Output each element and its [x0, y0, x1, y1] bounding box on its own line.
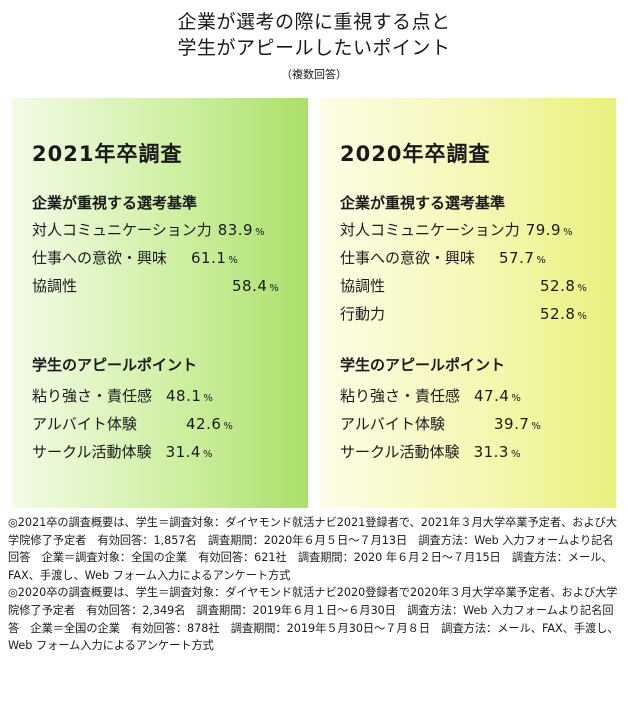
item-label: 粘り強さ・責任感	[340, 387, 461, 405]
percent-unit: %	[577, 311, 587, 322]
company-item: 仕事への意欲・興味 61.1%	[32, 248, 238, 271]
student-item: アルバイト体験 39.7%	[340, 414, 541, 437]
subtitle: （複数回答）	[281, 68, 347, 81]
student-appeal-heading: 学生のアピールポイント	[32, 356, 198, 374]
percent-unit: %	[223, 421, 233, 432]
percent-unit: %	[563, 227, 573, 238]
percent-unit: %	[228, 255, 238, 266]
percent-unit: %	[269, 283, 279, 294]
percent-unit: %	[203, 393, 213, 404]
item-value: 58.4	[232, 277, 268, 295]
item-value: 79.9	[525, 221, 562, 239]
item-label: サークル活動体験	[340, 443, 460, 461]
item-value: 83.9	[217, 221, 254, 239]
item-label: 協調性	[32, 277, 78, 295]
student-item: 粘り強さ・責任感 47.4%	[340, 386, 521, 409]
item-value: 52.8	[540, 305, 576, 323]
title-line-1: 企業が選考の際に重視する点と	[177, 11, 451, 33]
item-label: サークル活動体験	[32, 443, 152, 461]
item-value: 48.1	[166, 387, 202, 405]
panel-title: 2021年卒調査	[32, 142, 183, 166]
percent-unit: %	[511, 393, 521, 404]
title-line-2: 学生がアピールしたいポイント	[177, 37, 451, 59]
company-item: 協調性 58.4%	[32, 276, 279, 299]
item-label: アルバイト体験	[340, 415, 445, 433]
item-label: 仕事への意欲・興味	[32, 249, 168, 267]
item-value: 39.7	[494, 415, 530, 433]
company-item: 対人コミュニケーション力 83.9%	[32, 220, 265, 243]
company-criteria-heading: 企業が重視する選考基準	[32, 194, 198, 212]
note-2021: ◎2021卒の調査概要は、学生＝調査対象：ダイヤモンド就活ナビ2021登録者で、…	[8, 516, 618, 582]
panel-2021: 2021年卒調査 企業が重視する選考基準 対人コミュニケーション力 83.9% 仕…	[12, 98, 308, 508]
company-criteria-heading: 企業が重視する選考基準	[340, 194, 506, 212]
student-appeal-heading: 学生のアピールポイント	[340, 356, 506, 374]
percent-unit: %	[531, 421, 541, 432]
item-label: 行動力	[340, 305, 386, 323]
percent-unit: %	[255, 227, 265, 238]
panel-title: 2020年卒調査	[340, 142, 491, 166]
item-value: 47.4	[474, 387, 510, 405]
item-label: 仕事への意欲・興味	[340, 249, 476, 267]
note-2020: ◎2020卒の調査概要は、学生＝調査対象：ダイヤモンド就活ナビ2020登録者で2…	[8, 586, 619, 653]
company-item: 行動力 52.8%	[340, 304, 587, 327]
item-label: 対人コミュニケーション力	[340, 221, 520, 239]
percent-unit: %	[536, 255, 546, 266]
survey-notes: ◎2021卒の調査概要は、学生＝調査対象：ダイヤモンド就活ナビ2021登録者で、…	[8, 514, 620, 655]
company-item: 協調性 52.8%	[340, 276, 587, 299]
item-value: 57.7	[499, 249, 535, 267]
item-value: 31.3	[473, 443, 509, 461]
percent-unit: %	[577, 283, 587, 294]
item-value: 42.6	[186, 415, 222, 433]
item-label: 協調性	[340, 277, 386, 295]
item-label: 対人コミュニケーション力	[32, 221, 212, 239]
item-value: 52.8	[540, 277, 576, 295]
panel-2020: 2020年卒調査 企業が重視する選考基準 対人コミュニケーション力 79.9% 仕…	[320, 98, 616, 508]
company-item: 対人コミュニケーション力 79.9%	[340, 220, 573, 243]
company-item: 仕事への意欲・興味 57.7%	[340, 248, 546, 271]
percent-unit: %	[202, 449, 213, 460]
item-value: 61.1	[191, 249, 227, 267]
student-item: アルバイト体験 42.6%	[32, 414, 233, 437]
item-label: アルバイト体験	[32, 415, 137, 433]
item-label: 粘り強さ・責任感	[32, 387, 153, 405]
item-value: 31.4	[165, 443, 201, 461]
student-item: サークル活動体験 31.3%	[340, 442, 520, 465]
student-item: サークル活動体験 31.4%	[32, 442, 212, 465]
student-item: 粘り強さ・責任感 48.1%	[32, 386, 213, 409]
percent-unit: %	[510, 449, 521, 460]
